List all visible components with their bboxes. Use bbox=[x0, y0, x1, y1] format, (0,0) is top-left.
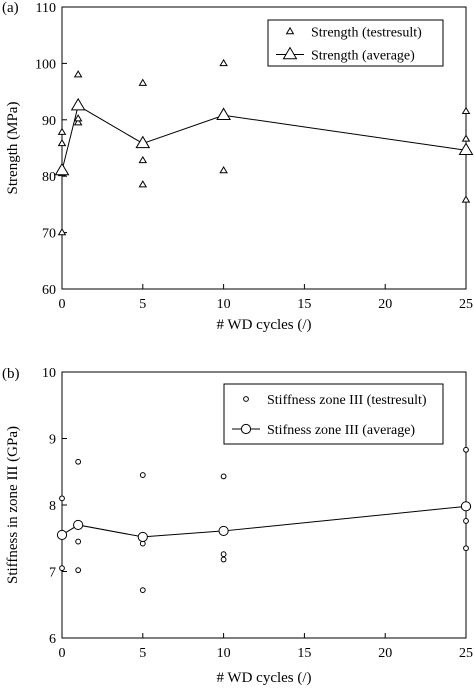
test-point bbox=[75, 458, 82, 465]
average-point bbox=[137, 531, 148, 543]
test-point bbox=[220, 556, 227, 563]
x-tick-label: 15 bbox=[297, 646, 311, 661]
y-tick-label: 9 bbox=[49, 433, 56, 448]
average-point bbox=[458, 142, 474, 155]
test-point bbox=[138, 78, 148, 86]
x-tick-label: 15 bbox=[297, 297, 311, 312]
average-line bbox=[61, 104, 467, 171]
y-tick-label: 90 bbox=[42, 114, 56, 129]
x-tick-label: 10 bbox=[217, 297, 231, 312]
y-tick-label: 100 bbox=[35, 57, 56, 72]
x-tick-label: 0 bbox=[59, 646, 66, 661]
x-tick-label: 5 bbox=[139, 297, 146, 312]
test-point bbox=[138, 180, 148, 188]
stiffness-chart: 6 7 8 9 10 0 5 10 15 20 25 # WD cycles (/) Stiffness… bbox=[2, 366, 473, 686]
average-line bbox=[61, 505, 467, 538]
test-point bbox=[461, 195, 471, 203]
test-point bbox=[220, 473, 227, 480]
x-tick-label: 0 bbox=[59, 297, 66, 312]
x-tick-label: 25 bbox=[459, 297, 473, 312]
legend-label: Strength (average) bbox=[311, 49, 415, 64]
y-axis-label: Strength (MPa) bbox=[5, 102, 21, 195]
test-point bbox=[463, 545, 469, 552]
test-point bbox=[75, 538, 82, 545]
average-point bbox=[70, 97, 86, 111]
test-point bbox=[219, 58, 228, 67]
test-point bbox=[73, 118, 83, 126]
x-tick-label: 20 bbox=[378, 646, 392, 661]
legend-marker bbox=[240, 423, 252, 435]
x-axis-label: # WD cycles (/) bbox=[216, 670, 311, 686]
test-point bbox=[461, 134, 471, 142]
legend-box bbox=[267, 19, 444, 67]
test-point bbox=[73, 70, 83, 78]
y-tick-label: 60 bbox=[42, 283, 56, 298]
y-tick-label: 7 bbox=[49, 566, 56, 581]
test-point bbox=[219, 165, 228, 174]
test-point bbox=[57, 138, 67, 147]
test-point bbox=[73, 114, 83, 122]
test-point bbox=[139, 472, 146, 478]
test-point bbox=[220, 551, 227, 558]
average-point bbox=[460, 501, 472, 512]
legend-label: Strength (testresult) bbox=[311, 26, 422, 41]
legend-label: Stiffness zone III (testresult) bbox=[267, 393, 427, 408]
panel-label: (a) bbox=[2, 0, 19, 16]
test-point bbox=[461, 106, 471, 115]
test-point bbox=[59, 495, 65, 502]
test-point bbox=[139, 587, 146, 594]
x-tick-label: 5 bbox=[139, 646, 146, 661]
y-tick-label: 8 bbox=[49, 499, 56, 514]
x-axis-label: # WD cycles (/) bbox=[216, 317, 311, 333]
average-point bbox=[216, 107, 231, 120]
y-tick-label: 110 bbox=[36, 1, 56, 16]
test-point bbox=[138, 155, 148, 164]
legend: Stiffness zone III (testresult) Stifness … bbox=[223, 383, 444, 445]
test-point bbox=[59, 565, 65, 572]
x-tick-label: 20 bbox=[378, 297, 392, 312]
test-point bbox=[75, 567, 82, 574]
average-point bbox=[73, 519, 84, 531]
test-point bbox=[57, 228, 67, 236]
legend-label: Stifness zone III (average) bbox=[267, 423, 415, 438]
y-tick-label: 10 bbox=[42, 366, 56, 381]
x-tick-label: 25 bbox=[459, 646, 473, 661]
average-point bbox=[54, 162, 70, 176]
test-point bbox=[57, 127, 67, 135]
legend-marker bbox=[285, 26, 295, 35]
legend-marker bbox=[243, 396, 249, 402]
strength-chart: 60 70 80 90 100 110 0 5 10 15 20 25 # WD cycles (/) S… bbox=[2, 0, 474, 333]
y-tick-label: 70 bbox=[42, 227, 56, 242]
test-point bbox=[463, 446, 469, 453]
y-axis-label: Stiffness in zone III (GPa) bbox=[5, 426, 21, 584]
x-tick-label: 10 bbox=[217, 646, 231, 661]
y-tick-label: 80 bbox=[42, 170, 56, 185]
y-tick-label: 6 bbox=[49, 632, 56, 647]
average-point bbox=[56, 529, 68, 541]
legend-box bbox=[223, 383, 444, 445]
average-point bbox=[218, 525, 229, 537]
legend-marker bbox=[282, 46, 298, 60]
legend: Strength (testresult) Strength (average) bbox=[267, 19, 444, 67]
test-point bbox=[463, 518, 469, 524]
panel-label: (b) bbox=[2, 366, 20, 382]
average-point bbox=[135, 135, 151, 149]
